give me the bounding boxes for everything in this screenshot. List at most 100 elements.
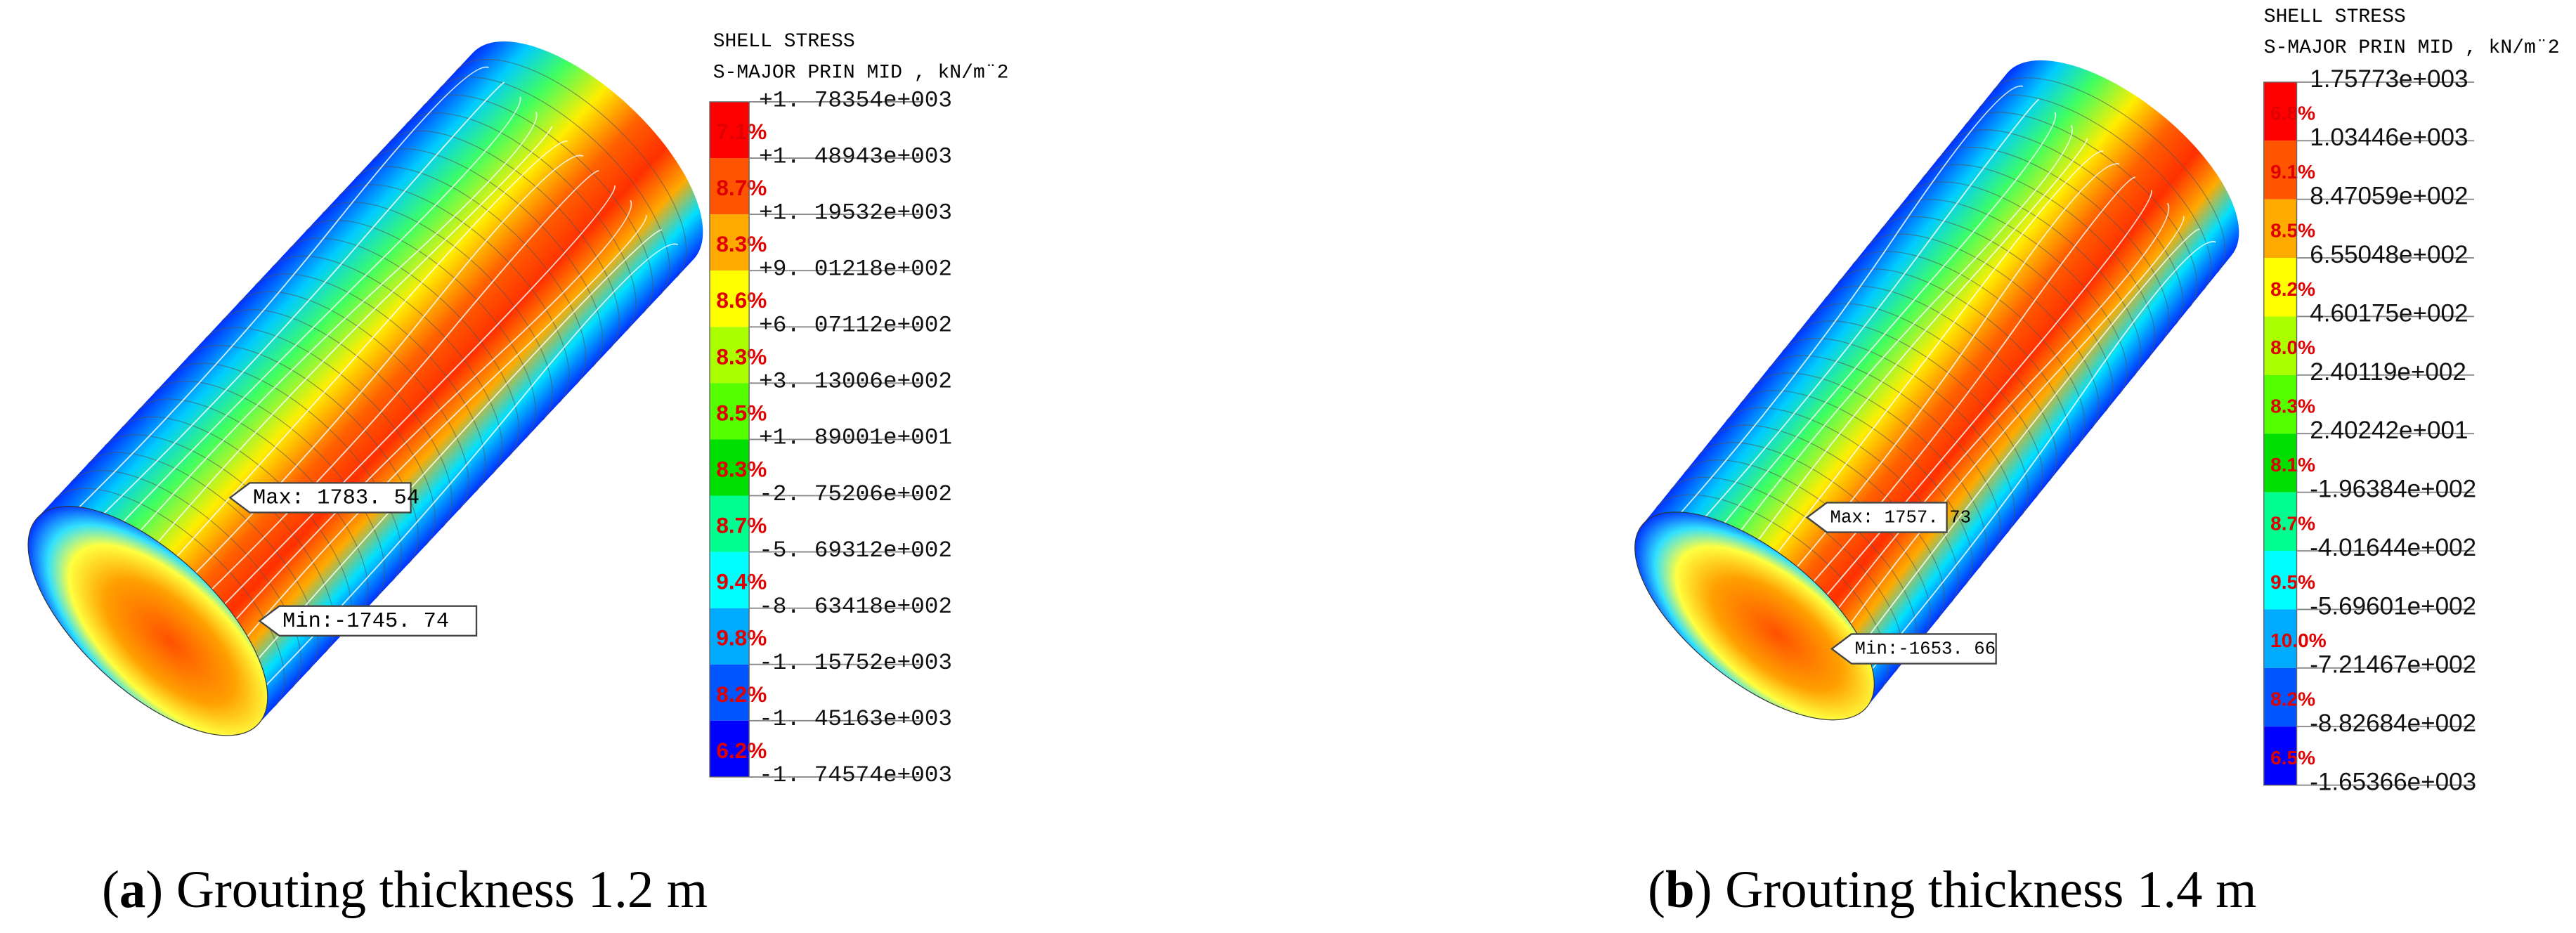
caption: (b) Grouting thickness 1.4 m bbox=[1648, 861, 2256, 919]
mesh-line bbox=[137, 398, 369, 618]
mesh-line bbox=[355, 166, 587, 385]
legend-band bbox=[2263, 81, 2297, 141]
legend-band bbox=[710, 270, 750, 327]
legend-label: -1.65366e+003 bbox=[2310, 769, 2476, 796]
mesh-line bbox=[1894, 199, 2128, 395]
contour-line bbox=[84, 96, 521, 563]
legend-band bbox=[710, 495, 750, 552]
legend-label: 2.40119e+002 bbox=[2310, 358, 2466, 386]
caption-open: ( bbox=[1648, 861, 1665, 919]
mesh-line bbox=[338, 184, 570, 403]
mesh-line bbox=[438, 77, 670, 296]
legend-band bbox=[710, 439, 750, 496]
contour-line bbox=[210, 214, 647, 681]
mesh-line bbox=[1726, 407, 1959, 603]
panel: Max: 1757. 73 Min:-1653. 66 SHELL STRESS S-… bbox=[1634, 6, 2560, 919]
mesh-line bbox=[204, 327, 436, 546]
mesh-line bbox=[1880, 216, 2114, 412]
caption-open: ( bbox=[102, 861, 119, 919]
mesh-line bbox=[372, 148, 603, 367]
legend-band bbox=[2263, 199, 2297, 259]
legend-label: -1. 45163e+003 bbox=[759, 706, 952, 732]
legend-percent: 7.1% bbox=[716, 119, 767, 144]
legend-percent: 8.7% bbox=[716, 513, 767, 538]
contour-line bbox=[1818, 216, 2185, 669]
max-tag bbox=[228, 482, 412, 514]
legend-label: -7.21467e+002 bbox=[2310, 651, 2476, 679]
caption-text: ) Grouting thickness 1.2 m bbox=[145, 861, 708, 919]
mesh-line bbox=[1992, 77, 2225, 273]
contour-line bbox=[1754, 163, 2120, 617]
contour-line bbox=[53, 66, 489, 533]
legend-label: -1. 15752e+003 bbox=[759, 650, 952, 676]
legend-label: -8. 63418e+002 bbox=[759, 594, 952, 620]
contour-line bbox=[1834, 228, 2200, 681]
legend-percent: 8.3% bbox=[716, 344, 767, 369]
legend-percent: 8.1% bbox=[2270, 454, 2315, 476]
mesh-line bbox=[1782, 337, 2015, 534]
mesh-line bbox=[1866, 233, 2100, 429]
tunnel-face bbox=[1634, 511, 1875, 721]
legend-label: +1. 78354e+003 bbox=[759, 87, 952, 113]
legend-label: 8.47059e+002 bbox=[2310, 183, 2468, 210]
contour-line bbox=[178, 185, 616, 651]
legend-percent: 6.8% bbox=[2270, 103, 2315, 124]
caption-label: b bbox=[1665, 861, 1695, 919]
mesh-line bbox=[1754, 372, 1987, 568]
mesh-line bbox=[70, 470, 302, 689]
legend-band bbox=[2263, 726, 2297, 785]
legend-band bbox=[710, 158, 750, 215]
legend-percent: 8.6% bbox=[716, 287, 767, 313]
contour-line bbox=[1850, 241, 2216, 695]
caption-text: ) Grouting thickness 1.4 m bbox=[1695, 861, 2257, 919]
legend-band bbox=[2263, 667, 2297, 727]
mesh-line bbox=[1908, 181, 2142, 377]
contour-line bbox=[1658, 85, 2024, 539]
legend-band bbox=[710, 664, 750, 721]
mesh-line bbox=[1978, 94, 2212, 290]
caption: (a) Grouting thickness 1.2 m bbox=[102, 861, 708, 919]
legend-label: +3. 13006e+002 bbox=[759, 369, 952, 395]
legend-band bbox=[2263, 316, 2297, 375]
legend-percent: 8.5% bbox=[716, 400, 767, 425]
min-tag bbox=[1830, 633, 1997, 665]
contour-line bbox=[1673, 98, 2040, 552]
legend-band bbox=[2263, 374, 2297, 434]
mesh-line bbox=[1964, 112, 2198, 308]
legend-label: 1.03446e+003 bbox=[2310, 124, 2468, 151]
mesh-line bbox=[1823, 285, 2057, 481]
mesh-line bbox=[1712, 424, 1945, 620]
legend-percent: 8.3% bbox=[716, 231, 767, 256]
legend-band bbox=[710, 608, 750, 665]
contour-line bbox=[1722, 138, 2088, 591]
legend-label: +6. 07112e+002 bbox=[759, 313, 952, 339]
mesh-line bbox=[221, 309, 453, 528]
mesh-line bbox=[1698, 442, 1931, 638]
contour-line bbox=[115, 126, 553, 592]
mesh-line bbox=[1922, 164, 2156, 360]
mesh-line bbox=[422, 94, 653, 313]
legend-label: -5.69601e+002 bbox=[2310, 592, 2476, 620]
mesh-line bbox=[1936, 146, 2170, 343]
legend-band bbox=[710, 552, 750, 608]
legend-label: -4.01644e+002 bbox=[2310, 534, 2476, 561]
legend-label: -2. 75206e+002 bbox=[759, 481, 952, 507]
contour-line bbox=[68, 81, 505, 548]
legend-percent: 8.3% bbox=[716, 456, 767, 481]
mesh-line bbox=[1837, 268, 2071, 464]
legend-percent: 8.7% bbox=[2270, 512, 2315, 534]
legend-percent: 8.2% bbox=[716, 681, 767, 707]
legend-subtitle: S-MAJOR PRIN MID , kN/m¨2 bbox=[713, 62, 1009, 84]
contour-line bbox=[1689, 112, 2057, 565]
legend-band bbox=[710, 101, 750, 159]
mesh-line bbox=[1796, 320, 2029, 516]
min-label: Min:-1653. 66 bbox=[1855, 639, 1996, 659]
legend-band bbox=[2263, 433, 2297, 492]
contour-line bbox=[1770, 176, 2136, 629]
legend-band bbox=[2263, 609, 2297, 668]
mesh-line bbox=[121, 416, 352, 635]
legend-percent: 9.4% bbox=[716, 569, 767, 594]
contour-line bbox=[1705, 124, 2073, 578]
contour-line bbox=[1738, 150, 2104, 603]
